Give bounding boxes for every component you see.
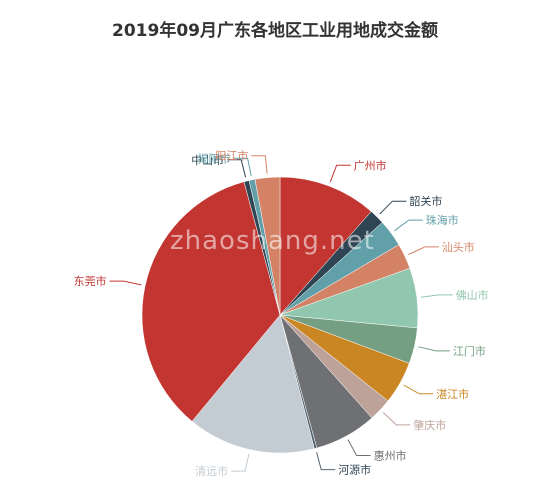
pie-slice-11[interactable]: [191, 314, 315, 454]
slice-label-13: 中山市: [191, 153, 224, 167]
slice-label-4: 汕头市: [442, 240, 475, 254]
slice-label-15: 阳江市: [215, 149, 248, 163]
leader-line-9: [347, 439, 371, 456]
slice-label-6: 江门市: [453, 344, 486, 358]
leader-line-1: [329, 164, 351, 183]
leader-line-7: [403, 384, 434, 395]
slice-label-8: 肇庆市: [413, 418, 446, 432]
leader-line-5: [420, 294, 453, 298]
leader-line-8: [382, 412, 411, 426]
chart-title: 2019年09月广东各地区工业用地成交金额: [112, 21, 438, 41]
slice-label-7: 湛江市: [436, 387, 469, 401]
leader-line-13: [227, 159, 247, 178]
slice-label-2: 韶关市: [409, 194, 442, 208]
leader-line-4: [408, 246, 439, 255]
leader-line-12: [109, 280, 142, 286]
slice-label-10: 河源市: [338, 463, 371, 477]
leader-line-11: [231, 453, 250, 472]
pie-slice-1[interactable]: [279, 176, 372, 316]
slice-label-12: 东莞市: [74, 274, 107, 288]
leader-line-14: [233, 157, 252, 177]
slice-label-14: 揭阳市: [198, 151, 231, 165]
leader-line-10: [316, 452, 336, 471]
slice-label-9: 惠州市: [374, 449, 407, 463]
pie-slice-12[interactable]: [141, 181, 281, 422]
pie-slice-15[interactable]: [254, 176, 281, 316]
slice-label-11: 清远市: [195, 464, 228, 478]
slice-label-3: 珠海市: [426, 213, 459, 227]
leader-line-15: [251, 155, 268, 174]
slice-label-1: 广州市: [354, 158, 387, 172]
leader-line-2: [379, 200, 407, 215]
leader-line-6: [418, 346, 450, 352]
slice-label-5: 佛山市: [456, 288, 489, 302]
leader-line-3: [394, 219, 423, 232]
